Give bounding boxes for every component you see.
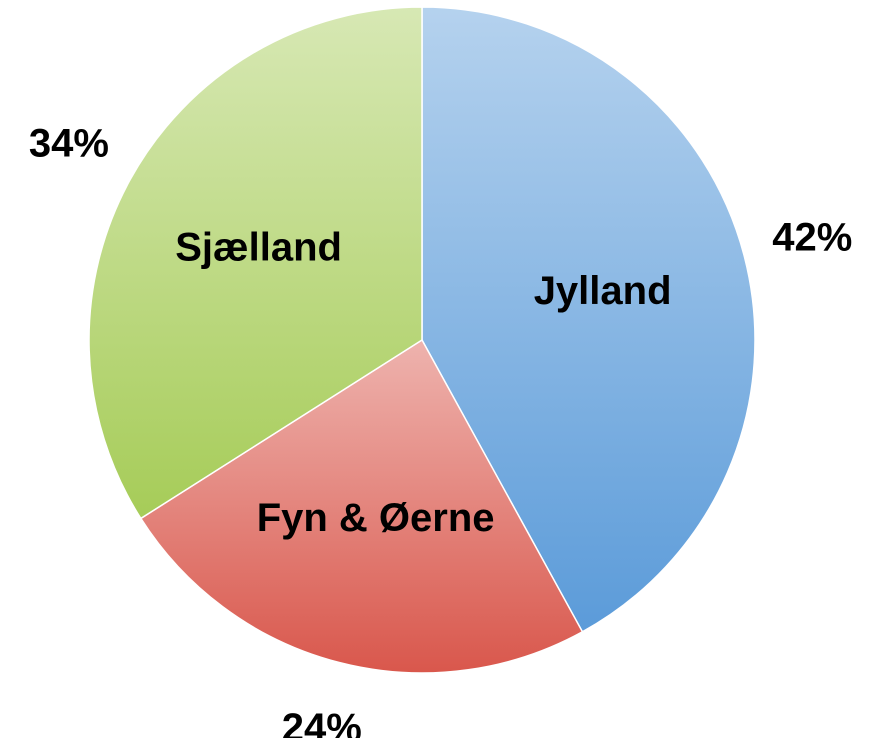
slice-label: Jylland <box>534 269 672 313</box>
pie-slice <box>139 338 584 674</box>
value-label: 34% <box>29 121 109 165</box>
value-label: 42% <box>772 215 852 259</box>
pie-slice <box>421 6 756 633</box>
slice-label: Sjælland <box>175 226 342 270</box>
value-label: 24% <box>282 706 362 738</box>
pie-slice <box>88 6 423 520</box>
slice-label: Fyn & Øerne <box>257 496 495 540</box>
